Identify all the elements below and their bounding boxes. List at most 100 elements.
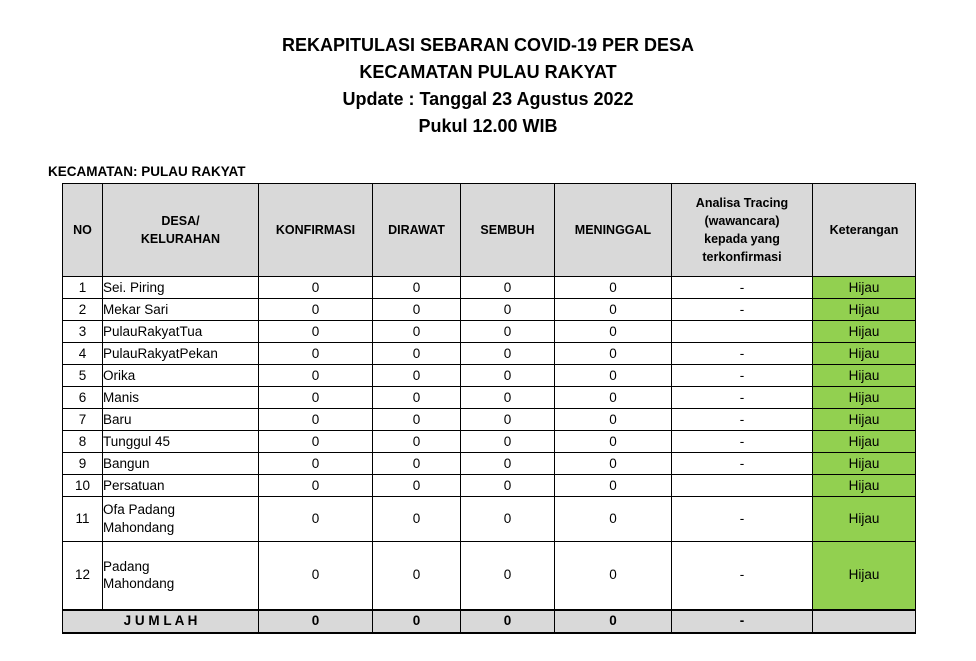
col-header-analisa-tracing: Analisa Tracing (wawancara) kepada yang … xyxy=(671,183,813,277)
cell-sembuh: 0 xyxy=(460,276,555,299)
cell-konfirmasi: 0 xyxy=(258,320,373,343)
cell-tracing xyxy=(671,320,813,343)
cell-no: 7 xyxy=(62,408,103,431)
cell-konfirmasi: 0 xyxy=(258,541,373,610)
total-keterangan xyxy=(812,608,916,634)
cell-keterangan: Hijau xyxy=(812,386,916,409)
cell-dirawat: 0 xyxy=(372,342,461,365)
total-konfirmasi: 0 xyxy=(258,608,373,634)
col-header-desa-kelurahan: DESA/ KELURAHAN xyxy=(102,183,259,277)
cell-keterangan: Hijau xyxy=(812,276,916,299)
total-tracing: - xyxy=(671,608,813,634)
cell-tracing: - xyxy=(671,408,813,431)
total-label: J U M L A H xyxy=(62,608,259,634)
cell-desa: PulauRakyatPekan xyxy=(102,342,259,365)
cell-dirawat: 0 xyxy=(372,320,461,343)
table-row: 4 PulauRakyatPekan 0 0 0 0 - Hijau xyxy=(62,342,916,365)
cell-sembuh: 0 xyxy=(460,430,555,453)
table-row: 1 Sei. Piring 0 0 0 0 - Hijau xyxy=(62,276,916,299)
cell-dirawat: 0 xyxy=(372,298,461,321)
cell-sembuh: 0 xyxy=(460,320,555,343)
cell-konfirmasi: 0 xyxy=(258,276,373,299)
cell-sembuh: 0 xyxy=(460,408,555,431)
cell-keterangan: Hijau xyxy=(812,452,916,475)
cell-no: 11 xyxy=(62,496,103,542)
cell-no: 6 xyxy=(62,386,103,409)
cell-meninggal: 0 xyxy=(554,541,672,610)
cell-keterangan: Hijau xyxy=(812,364,916,387)
cell-meninggal: 0 xyxy=(554,276,672,299)
cell-dirawat: 0 xyxy=(372,408,461,431)
table-row: 3 PulauRakyatTua 0 0 0 0 Hijau xyxy=(62,320,916,343)
table-row: 6 Manis 0 0 0 0 - Hijau xyxy=(62,386,916,409)
cell-desa: Baru xyxy=(102,408,259,431)
cell-sembuh: 0 xyxy=(460,364,555,387)
document-title-block: REKAPITULASI SEBARAN COVID-19 PER DESA K… xyxy=(0,0,976,140)
cell-keterangan: Hijau xyxy=(812,408,916,431)
cell-tracing: - xyxy=(671,364,813,387)
table-row: 12 Padang Mahondang 0 0 0 0 - Hijau xyxy=(62,541,916,610)
cell-no: 12 xyxy=(62,541,103,610)
table-row: 9 Bangun 0 0 0 0 - Hijau xyxy=(62,452,916,475)
cell-no: 4 xyxy=(62,342,103,365)
cell-meninggal: 0 xyxy=(554,430,672,453)
cell-konfirmasi: 0 xyxy=(258,474,373,497)
col-header-no: NO xyxy=(62,183,103,277)
cell-no: 3 xyxy=(62,320,103,343)
col-header-dirawat: DIRAWAT xyxy=(372,183,461,277)
cell-meninggal: 0 xyxy=(554,320,672,343)
table-row: 7 Baru 0 0 0 0 - Hijau xyxy=(62,408,916,431)
title-line-1: REKAPITULASI SEBARAN COVID-19 PER DESA xyxy=(281,35,695,55)
cell-no: 10 xyxy=(62,474,103,497)
cell-tracing xyxy=(671,474,813,497)
cell-meninggal: 0 xyxy=(554,386,672,409)
total-sembuh: 0 xyxy=(460,608,555,634)
cell-konfirmasi: 0 xyxy=(258,430,373,453)
cell-tracing: - xyxy=(671,298,813,321)
cell-no: 1 xyxy=(62,276,103,299)
cell-no: 8 xyxy=(62,430,103,453)
cell-sembuh: 0 xyxy=(460,342,555,365)
col-header-sembuh: SEMBUH xyxy=(460,183,555,277)
cell-desa: Tunggul 45 xyxy=(102,430,259,453)
cell-konfirmasi: 0 xyxy=(258,386,373,409)
table-row: 2 Mekar Sari 0 0 0 0 - Hijau xyxy=(62,298,916,321)
cell-konfirmasi: 0 xyxy=(258,452,373,475)
cell-sembuh: 0 xyxy=(460,496,555,542)
table-row: 8 Tunggul 45 0 0 0 0 - Hijau xyxy=(62,430,916,453)
cell-konfirmasi: 0 xyxy=(258,408,373,431)
col-header-konfirmasi: KONFIRMASI xyxy=(258,183,373,277)
cell-meninggal: 0 xyxy=(554,452,672,475)
col-header-keterangan: Keterangan xyxy=(812,183,916,277)
cell-konfirmasi: 0 xyxy=(258,364,373,387)
cell-dirawat: 0 xyxy=(372,276,461,299)
cell-tracing: - xyxy=(671,386,813,409)
cell-no: 5 xyxy=(62,364,103,387)
cell-sembuh: 0 xyxy=(460,452,555,475)
document-page: REKAPITULASI SEBARAN COVID-19 PER DESA K… xyxy=(0,0,976,634)
cell-tracing: - xyxy=(671,452,813,475)
cell-desa: Sei. Piring xyxy=(102,276,259,299)
cell-sembuh: 0 xyxy=(460,474,555,497)
cell-keterangan: Hijau xyxy=(812,298,916,321)
cell-desa: Mekar Sari xyxy=(102,298,259,321)
cell-tracing: - xyxy=(671,342,813,365)
cell-dirawat: 0 xyxy=(372,541,461,610)
cell-keterangan: Hijau xyxy=(812,320,916,343)
cell-keterangan: Hijau xyxy=(812,342,916,365)
cell-no: 2 xyxy=(62,298,103,321)
cell-sembuh: 0 xyxy=(460,386,555,409)
cell-tracing: - xyxy=(671,541,813,610)
table-row: 11 Ofa Padang Mahondang 0 0 0 0 - Hijau xyxy=(62,496,916,542)
table-header: NO DESA/ KELURAHAN KONFIRMASI DIRAWAT SE… xyxy=(62,183,916,277)
covid-recap-table: NO DESA/ KELURAHAN KONFIRMASI DIRAWAT SE… xyxy=(62,183,916,634)
col-header-meninggal: MENINGGAL xyxy=(554,183,672,277)
table-row: 5 Orika 0 0 0 0 - Hijau xyxy=(62,364,916,387)
cell-meninggal: 0 xyxy=(554,298,672,321)
cell-dirawat: 0 xyxy=(372,430,461,453)
cell-dirawat: 0 xyxy=(372,386,461,409)
cell-meninggal: 0 xyxy=(554,408,672,431)
cell-konfirmasi: 0 xyxy=(258,298,373,321)
cell-tracing: - xyxy=(671,496,813,542)
cell-keterangan: Hijau xyxy=(812,430,916,453)
